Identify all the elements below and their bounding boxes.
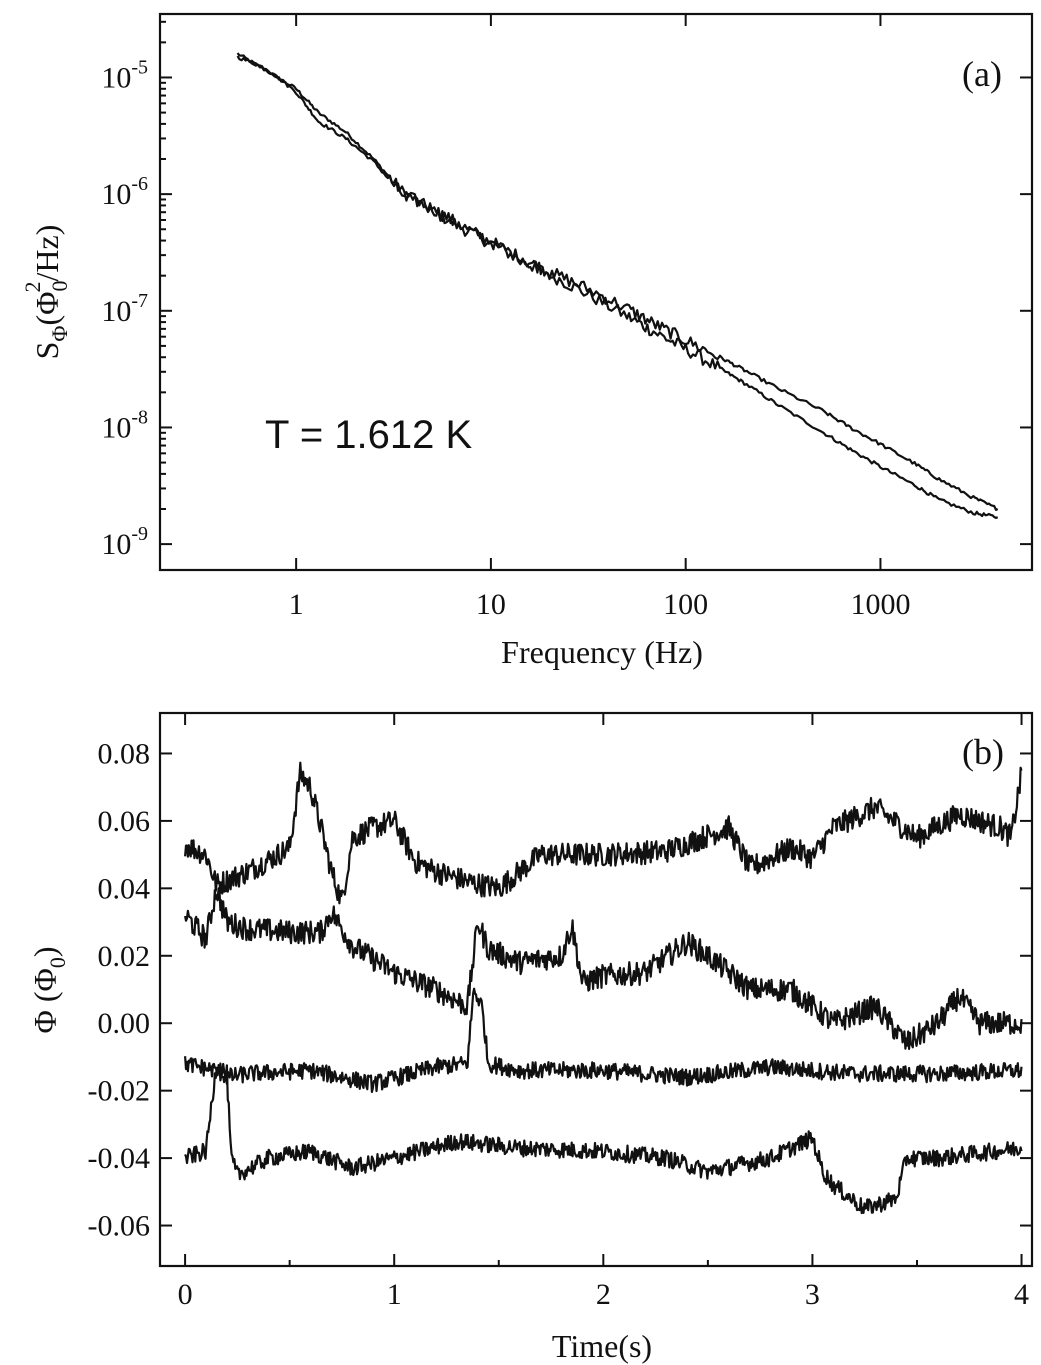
b-y-tick-label: 0.04: [98, 872, 151, 905]
a-y-tick-label: 10-7: [101, 290, 148, 328]
panel-a-y-axis-title: SΦ(Φ02/Hz): [20, 225, 72, 360]
temperature-annotation: T = 1.612 K: [265, 413, 473, 457]
panel-b-frame: [158, 711, 1034, 1268]
b-y-tick-label: 0.08: [98, 737, 151, 770]
b-y-tick-label: -0.02: [88, 1075, 151, 1108]
panel-a-spectrum: 10-5 10-6 10-7 10-8 10-9 1 10 100 1000 (a) T = …: [20, 12, 1034, 670]
b-y-tick-label: -0.06: [88, 1210, 151, 1243]
b-series-1-line: [184, 887, 1023, 1051]
a-x-tick-label: 10: [476, 588, 506, 621]
a-y-tick-label: 10-8: [101, 406, 148, 444]
panel-b-y-ticks: 0.08 0.06 0.04 0.02 0.00 -0.02 -0.04 -0.06: [88, 737, 1032, 1243]
panel-b-y-axis-title: Φ (Φ0): [27, 946, 70, 1033]
b-x-tick-label: 3: [805, 1278, 820, 1311]
b-x-tick-label: 1: [387, 1278, 402, 1311]
b-series-2-line: [184, 987, 1023, 1094]
a-y-tick-label: 10-9: [101, 523, 148, 561]
b-y-tick-label: 0.00: [98, 1007, 151, 1040]
a-x-tick-label: 1000: [850, 588, 910, 621]
panel-a-label: (a): [962, 54, 1002, 94]
panel-b-timeseries: 0.08 0.06 0.04 0.02 0.00 -0.02 -0.04 -0.06 0 1 2 3…: [27, 711, 1034, 1364]
a-x-tick-label: 1: [289, 588, 304, 621]
b-x-tick-label: 0: [178, 1278, 193, 1311]
b-x-tick-label: 2: [596, 1278, 611, 1311]
panel-b-traces: [184, 761, 1023, 1215]
a-y-tick-label: 10-6: [101, 173, 148, 211]
svg-text:Φ (Φ0): Φ (Φ0): [27, 946, 70, 1033]
panel-b-x-axis-title: Time(s): [552, 1328, 652, 1364]
panel-a-traces: [236, 52, 999, 520]
a-x-tick-label: 100: [663, 588, 708, 621]
b-y-tick-label: -0.04: [88, 1142, 151, 1175]
b-series-3-line: [184, 1062, 1023, 1215]
panel-a-x-ticks: 1 10 100 1000: [289, 14, 910, 621]
panel-a-y-ticks: 10-5 10-6 10-7 10-8 10-9: [101, 20, 1032, 561]
svg-text:SΦ(Φ02/Hz): SΦ(Φ02/Hz): [20, 225, 72, 360]
a-series-0-line: [236, 52, 999, 520]
panel-a-x-axis-title: Frequency (Hz): [501, 634, 703, 670]
b-x-tick-label: 4: [1014, 1278, 1029, 1311]
panel-b-x-ticks: 0 1 2 3 4: [178, 713, 1029, 1311]
panel-b-label: (b): [962, 732, 1004, 772]
panel-a-frame: [158, 12, 1034, 572]
a-y-tick-label: 10-5: [101, 56, 148, 94]
b-series-0-line: [184, 761, 1023, 905]
b-y-tick-label: 0.06: [98, 805, 151, 838]
a-series-1-line: [236, 55, 999, 511]
b-y-tick-label: 0.02: [98, 940, 151, 973]
